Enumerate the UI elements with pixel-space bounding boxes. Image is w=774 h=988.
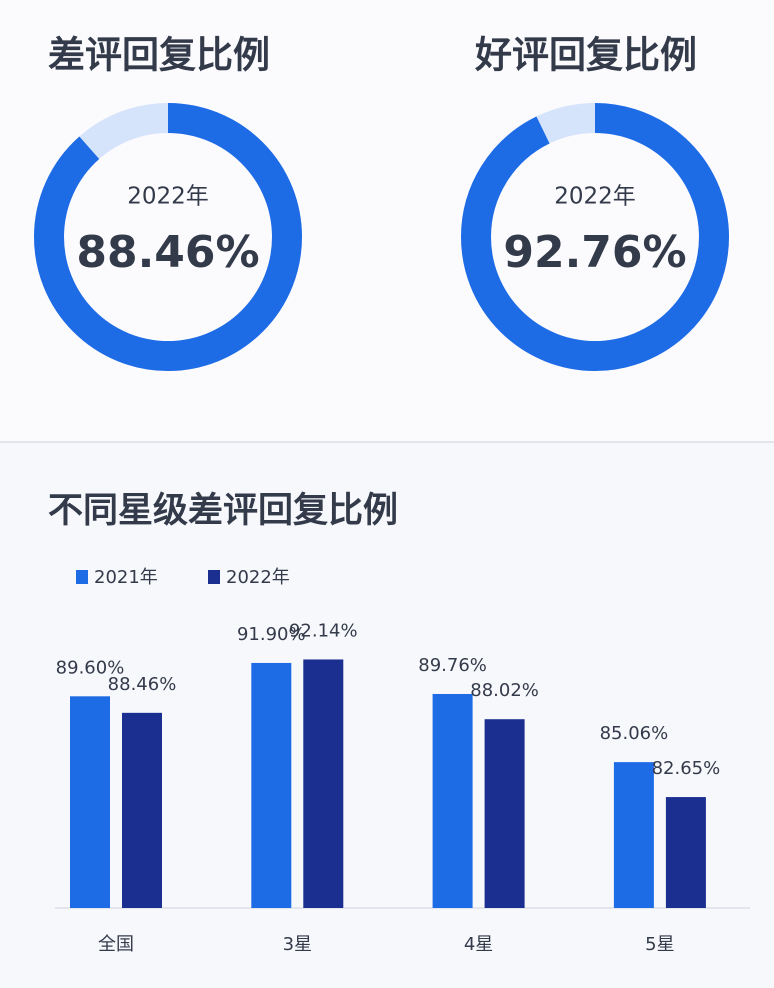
legend-label: 2022年 [226, 567, 290, 588]
bar [484, 719, 525, 908]
x-tick-label: 3星 [283, 934, 312, 955]
data-label: 88.46% [108, 674, 177, 695]
bar [122, 712, 162, 908]
legend-label: 2021年 [94, 567, 158, 588]
x-tick-label: 全国 [98, 934, 134, 955]
data-label: 89.76% [418, 655, 487, 676]
data-label: 88.02% [470, 680, 539, 701]
chart-title: 好评回复比例 [474, 34, 697, 77]
chart-title: 不同星级差评回复比例 [48, 491, 398, 531]
bar [665, 797, 706, 908]
donut-subtitle: 2022年 [554, 184, 636, 210]
x-tick-label: 4星 [464, 934, 493, 955]
donut-value: 92.76% [503, 227, 686, 278]
data-label: 89.60% [56, 657, 125, 678]
data-label: 91.90% [237, 624, 306, 645]
chart-title: 差评回复比例 [48, 34, 270, 77]
top-panel [0, 0, 774, 442]
x-tick-label: 5星 [645, 934, 674, 955]
bar [613, 762, 654, 908]
donut-value: 88.46% [76, 227, 259, 278]
bar [432, 693, 473, 908]
bar [251, 662, 292, 908]
legend-swatch [208, 570, 220, 584]
legend-swatch [76, 570, 88, 584]
data-label: 82.65% [652, 758, 721, 779]
bar [303, 659, 344, 908]
data-label: 85.06% [600, 723, 669, 744]
donut-subtitle: 2022年 [127, 184, 209, 210]
donut-arc [34, 103, 302, 371]
bar [70, 696, 110, 908]
data-label: 92.14% [289, 620, 358, 641]
donut-arc [461, 103, 729, 371]
